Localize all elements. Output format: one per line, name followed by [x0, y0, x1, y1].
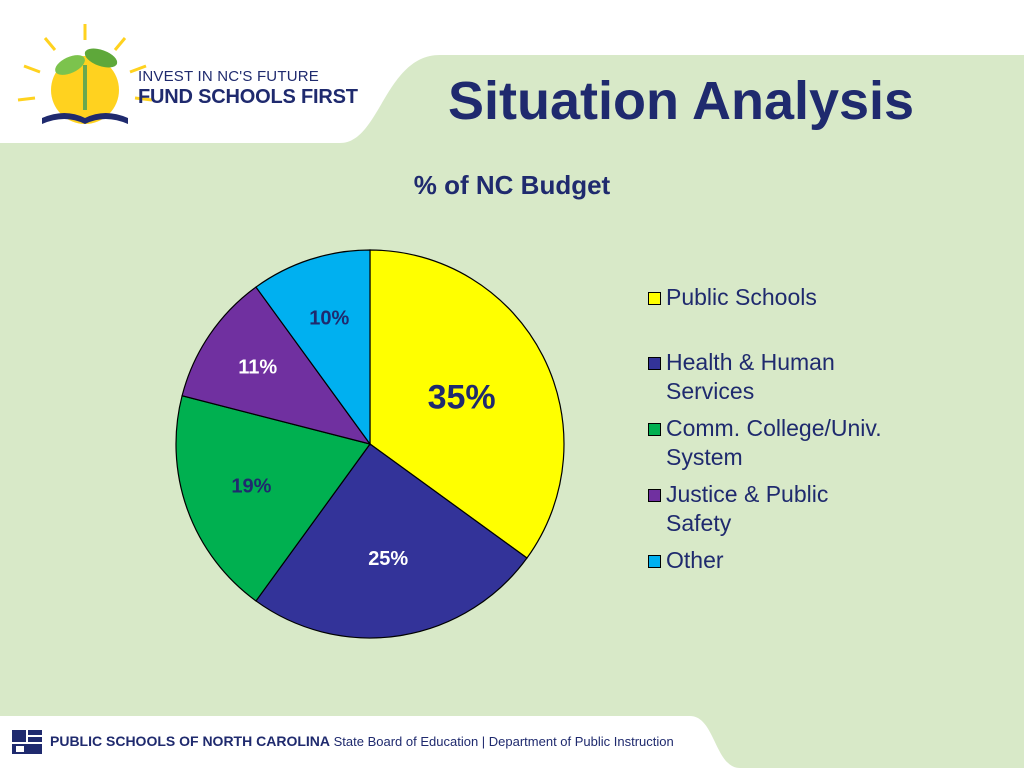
logo-tagline: INVEST IN NC'S FUTURE: [138, 68, 319, 85]
pie-label-1: 25%: [368, 548, 408, 570]
pie-slice-4: [255, 249, 371, 446]
chart-title-text: % of NC Budget: [413, 170, 611, 200]
legend-swatch-2: [648, 423, 661, 436]
pie-label-0: 35%: [428, 378, 496, 416]
header-background: [0, 0, 1024, 150]
legend-item-0: Public Schools: [648, 283, 948, 312]
legend-label-2-line-0: Comm. College/Univ.: [666, 415, 882, 441]
sprout-book-icon: [17, 24, 153, 124]
legend-label-4-line-0: Other: [666, 547, 724, 573]
legend-item-1: Health & Human Services: [648, 348, 948, 406]
legend-item-4: Other: [648, 546, 948, 575]
logo-slogan: FUND SCHOOLS FIRST: [138, 86, 358, 108]
page-title: Situation Analysis: [448, 71, 915, 131]
chart-title: % of NC Budget: [0, 170, 1024, 201]
pie-label-4: 10%: [309, 308, 349, 330]
legend-item-3: Justice & Public Safety: [648, 480, 948, 538]
footer-background: [0, 716, 740, 768]
legend-label-2-line-1: System: [666, 444, 743, 470]
legend-label-0-line-0: Public Schools: [666, 284, 817, 310]
legend-label-3-line-0: Justice & Public: [666, 481, 829, 507]
legend-label-3-line-1: Safety: [666, 510, 732, 536]
legend-swatch-1: [648, 357, 661, 370]
pie-label-3: 11%: [238, 357, 277, 379]
logo: INVEST IN NC'S FUTURE FUND SCHOOLS FIRST: [10, 10, 358, 135]
pie-slice-2: [175, 395, 372, 602]
nc-state-icon: [12, 730, 42, 754]
legend-item-2: Comm. College/Univ. System: [648, 414, 948, 472]
legend-swatch-3: [648, 489, 661, 502]
footer-org: PUBLIC SCHOOLS OF NORTH CAROLINA: [50, 733, 330, 749]
pie-slice-0: [369, 249, 565, 559]
footer-text: PUBLIC SCHOOLS OF NORTH CAROLINA State B…: [50, 733, 674, 749]
legend-label-1-line-1: Services: [666, 378, 755, 404]
legend-swatch-0: [648, 292, 661, 305]
footer-departments: State Board of Education | Department of…: [333, 734, 674, 749]
pie-slice-3: [181, 286, 372, 445]
pie-label-2: 19%: [231, 476, 271, 498]
legend-swatch-4: [648, 555, 661, 568]
chart-legend: Public Schools Health & Human Services Comm…: [648, 283, 948, 575]
legend-label-1-line-0: Health & Human: [666, 349, 835, 375]
pie-slice-1: [255, 443, 528, 639]
